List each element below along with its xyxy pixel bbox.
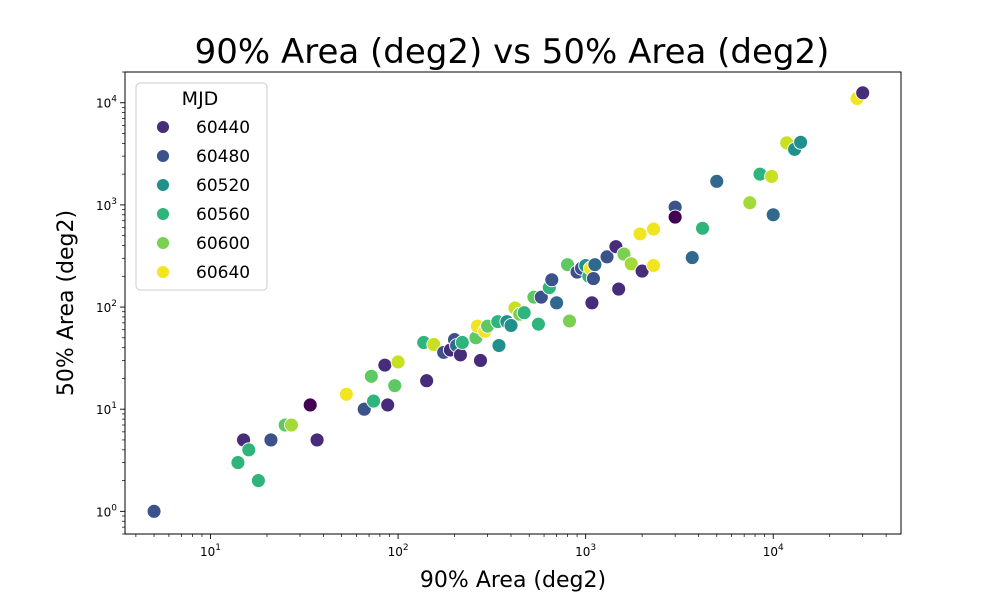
plot-area-frame <box>124 71 902 535</box>
y-tick-label: 103 <box>96 197 117 213</box>
data-point <box>646 258 661 273</box>
y-tick-label: 101 <box>96 401 117 417</box>
data-point <box>611 281 627 297</box>
y-tick-label: 100 <box>96 503 117 519</box>
y-axis-title: 50% Area (deg2) <box>54 210 79 396</box>
legend-title: MJD <box>182 88 219 110</box>
legend-marker <box>156 178 170 192</box>
x-tick-label: 101 <box>200 543 221 559</box>
data-point <box>623 256 639 272</box>
x-tick-label: 104 <box>763 543 784 559</box>
data-point <box>530 316 546 332</box>
data-point <box>302 397 318 413</box>
data-point <box>709 173 725 189</box>
data-point <box>587 257 603 273</box>
x-tick-label: 103 <box>575 543 596 559</box>
legend: MJD 60440 60480 60520 60560 60600 60640 <box>135 82 268 291</box>
data-point <box>765 207 781 223</box>
data-point <box>309 432 325 448</box>
data-point <box>452 347 468 363</box>
data-point <box>533 289 549 305</box>
data-point <box>454 335 470 350</box>
data-point <box>503 318 519 333</box>
data-point <box>366 393 382 409</box>
legend-marker <box>156 265 170 279</box>
legend-marker <box>156 120 170 134</box>
legend-label: 60480 <box>196 147 250 167</box>
data-point <box>742 195 758 211</box>
data-point <box>230 455 246 471</box>
y-tick-label: 102 <box>96 299 117 315</box>
legend-label: 60600 <box>196 234 250 254</box>
data-point <box>426 337 442 352</box>
x-axis-ticks: 101 102 103 104 <box>135 534 887 559</box>
legend-entries: 60440 60480 60520 60560 60600 60640 <box>156 118 250 283</box>
x-axis-title: 90% Area (deg2) <box>420 568 606 593</box>
data-point <box>250 473 266 489</box>
data-point <box>793 134 809 150</box>
data-point <box>585 271 601 287</box>
data-point <box>667 209 683 225</box>
data-point <box>646 221 661 237</box>
legend-label: 60640 <box>196 263 250 283</box>
data-point <box>599 249 615 265</box>
data-point <box>632 226 648 242</box>
data-point <box>283 417 299 433</box>
data-points <box>146 85 871 519</box>
data-point <box>549 295 565 311</box>
data-point <box>377 357 393 373</box>
chart-title: 90% Area (deg2) vs 50% Area (deg2) <box>195 32 830 72</box>
data-point <box>764 168 780 184</box>
data-point <box>363 368 379 384</box>
data-point <box>516 305 532 321</box>
y-axis-ticks: 100 101 102 103 104 <box>96 71 125 535</box>
data-point <box>241 442 257 458</box>
data-point <box>263 432 279 448</box>
data-point <box>390 354 406 370</box>
data-point <box>584 295 600 311</box>
legend-label: 60440 <box>196 118 250 138</box>
legend-marker <box>156 207 170 221</box>
x-tick-label: 102 <box>388 543 409 559</box>
data-point <box>387 378 403 394</box>
data-point <box>380 397 396 413</box>
legend-box <box>135 82 268 291</box>
data-point <box>146 503 162 519</box>
data-point <box>562 313 577 329</box>
legend-marker <box>156 236 170 250</box>
legend-marker <box>156 149 170 163</box>
data-point <box>338 386 354 402</box>
data-point <box>419 373 435 389</box>
legend-label: 60520 <box>196 176 250 196</box>
data-point <box>684 250 700 266</box>
data-point <box>695 220 711 236</box>
y-tick-label: 104 <box>96 95 117 111</box>
data-point <box>544 272 560 288</box>
data-point <box>473 353 488 368</box>
data-point <box>491 338 507 353</box>
data-point <box>855 85 871 101</box>
legend-label: 60560 <box>196 205 250 225</box>
